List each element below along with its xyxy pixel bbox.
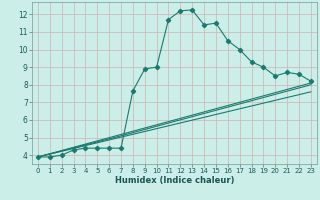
X-axis label: Humidex (Indice chaleur): Humidex (Indice chaleur) [115, 176, 234, 185]
